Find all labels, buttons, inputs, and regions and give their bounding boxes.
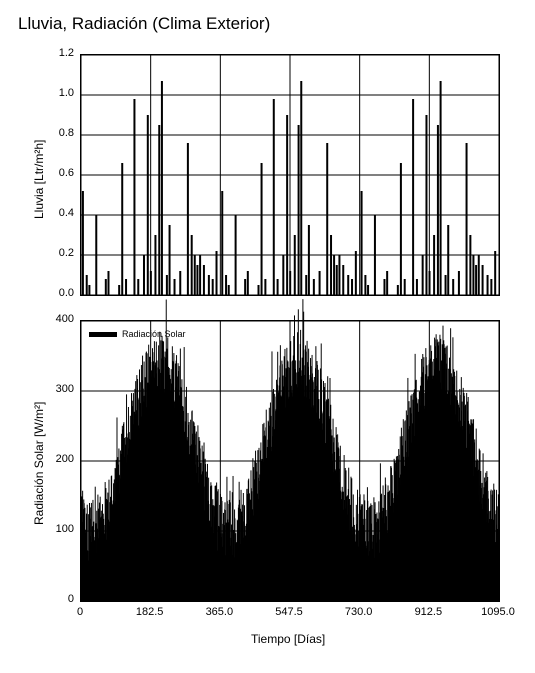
tick-label: 365.0 xyxy=(206,606,234,618)
xlabel: Tiempo [Días] xyxy=(251,632,325,646)
tick-label: 0.0 xyxy=(34,287,74,299)
tick-label: 912.5 xyxy=(415,606,443,618)
tick-label: 0.8 xyxy=(34,127,74,139)
tick-label: 0 xyxy=(77,606,83,618)
plot-radiation: Radiación Solar xyxy=(80,320,500,602)
tick-label: 547.5 xyxy=(275,606,303,618)
rain-bars-svg xyxy=(81,55,499,295)
tick-label: 1.2 xyxy=(34,47,74,59)
tick-label: 100 xyxy=(34,523,74,535)
tick-label: 0 xyxy=(34,593,74,605)
legend-radiation: Radiación Solar xyxy=(89,329,186,339)
tick-label: 400 xyxy=(34,313,74,325)
tick-label: 0.4 xyxy=(34,207,74,219)
radiation-area-svg xyxy=(81,321,499,601)
page-title: Lluvia, Radiación (Clima Exterior) xyxy=(18,14,270,34)
tick-label: 300 xyxy=(34,383,74,395)
tick-label: 182.5 xyxy=(136,606,164,618)
legend-swatch xyxy=(89,332,117,337)
legend-label: Radiación Solar xyxy=(122,329,186,339)
plot-rain xyxy=(80,54,500,296)
tick-label: 1095.0 xyxy=(481,606,515,618)
tick-label: 1.0 xyxy=(34,87,74,99)
tick-label: 0.2 xyxy=(34,247,74,259)
tick-label: 0.6 xyxy=(34,167,74,179)
tick-label: 730.0 xyxy=(345,606,373,618)
tick-label: 200 xyxy=(34,453,74,465)
